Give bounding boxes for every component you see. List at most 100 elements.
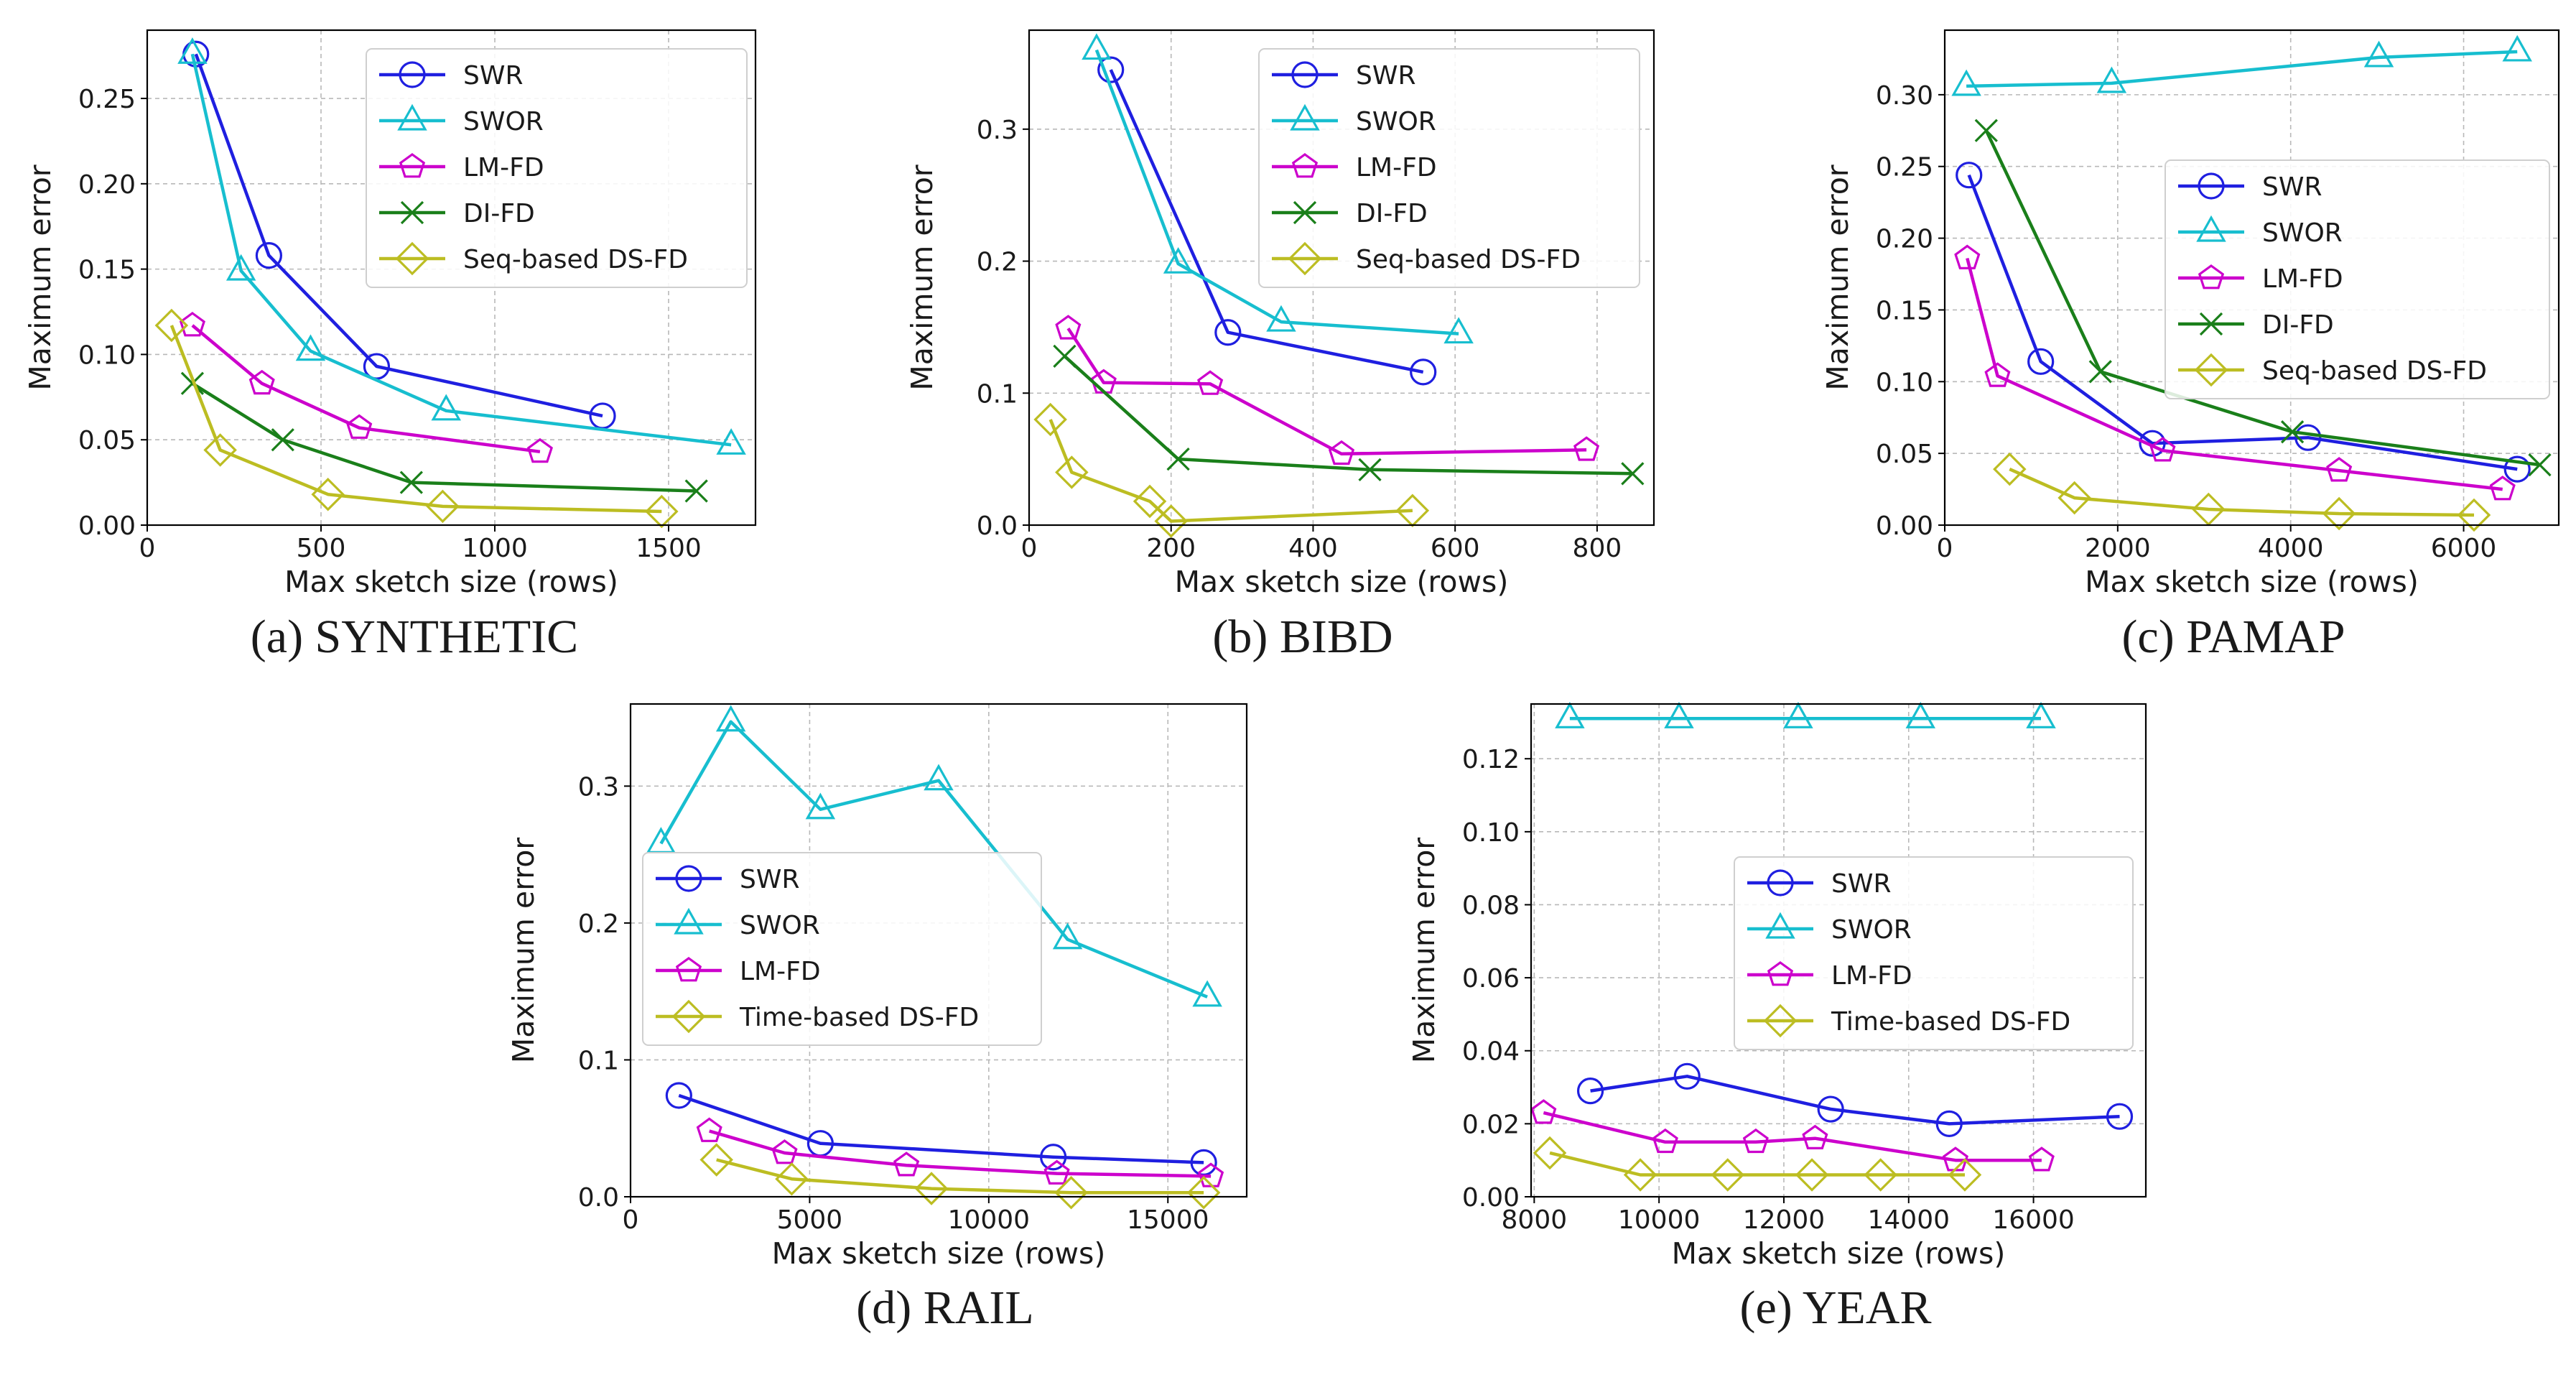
- series-line-time-based-ds-fd: [716, 1158, 1204, 1195]
- data-point-swor: [924, 764, 954, 791]
- y-tick-label: 0.10: [78, 340, 136, 370]
- data-point-seq-based-ds-fd: [1993, 452, 2027, 486]
- legend-label: SWOR: [2262, 218, 2343, 248]
- series-swor: [1555, 702, 2056, 728]
- legend-label: DI-FD: [2262, 310, 2334, 340]
- series-line-lm-fd: [1543, 1111, 2042, 1162]
- data-point-time-based-ds-fd: [1864, 1158, 1897, 1192]
- data-point-lm-fd: [771, 1139, 798, 1164]
- x-tick-label: 1000: [462, 534, 528, 563]
- data-point-swr: [1817, 1095, 1844, 1123]
- data-point-lm-fd: [526, 437, 553, 463]
- data-point-swor: [805, 792, 836, 820]
- x-tick-label: 6000: [2431, 534, 2497, 563]
- legend-marker: [1767, 869, 1794, 896]
- y-axis-label: Maximum error: [506, 838, 541, 1063]
- series-line-lm-fd: [191, 324, 541, 454]
- x-axis-label: Max sketch size (rows): [284, 565, 618, 599]
- data-point-di-fd: [1974, 119, 1998, 142]
- data-point-lm-fd: [2149, 437, 2176, 462]
- chart-panel-2: 0 200 400 600 800 0.0 0.1 0.2 0.3 SWR SWOR LM-FD DI-…: [905, 29, 1655, 663]
- x-tick-label: 4000: [2258, 534, 2324, 563]
- data-point-di-fd: [399, 471, 423, 494]
- data-point-swor: [431, 394, 461, 421]
- series-line-lm-fd: [1066, 327, 1587, 456]
- series-line-swr: [1590, 1075, 2120, 1126]
- data-point-lm-fd: [1043, 1159, 1070, 1185]
- y-tick-label: 0.25: [1876, 153, 1933, 182]
- y-tick-label: 0.05: [78, 426, 136, 455]
- data-point-swr: [1956, 162, 1983, 189]
- data-point-swor: [1951, 69, 1981, 96]
- data-point-lm-fd: [1652, 1128, 1678, 1154]
- data-point-seq-based-ds-fd: [203, 433, 237, 467]
- legend-label: Seq-based DS-FD: [2262, 356, 2487, 386]
- data-point-seq-based-ds-fd: [1055, 455, 1089, 489]
- y-tick-label: 0.0: [977, 511, 1018, 541]
- data-point-lm-fd: [1984, 362, 2011, 387]
- legend-marker: [2198, 172, 2225, 200]
- data-point-swr: [2294, 424, 2322, 451]
- panel-caption: (d) RAIL: [856, 1282, 1033, 1334]
- series-line-di-fd: [1063, 355, 1633, 476]
- data-point-swor: [1555, 702, 1585, 728]
- data-point-seq-based-ds-fd: [2057, 481, 2091, 515]
- x-tick-label: 0: [623, 1205, 639, 1235]
- series-swor: [177, 37, 746, 455]
- x-axis-label: Max sketch size (rows): [1175, 565, 1509, 599]
- data-point-di-fd: [1358, 458, 1382, 481]
- legend-marker: [2194, 353, 2228, 387]
- data-point-seq-based-ds-fd: [154, 308, 189, 343]
- legend-label: SWOR: [1831, 915, 1912, 945]
- legend-label: LM-FD: [1831, 961, 1912, 991]
- data-point-lm-fd: [346, 414, 373, 439]
- data-point-time-based-ds-fd: [1054, 1176, 1088, 1210]
- series-seq-based-ds-fd: [154, 308, 679, 529]
- series-seq-based-ds-fd: [1033, 402, 1430, 538]
- series-lm-fd: [696, 1117, 1224, 1187]
- data-point-time-based-ds-fd: [1948, 1158, 1982, 1192]
- legend: SWR SWOR LM-FD DI-FD Seq-based DS-FD: [1258, 48, 1640, 288]
- y-tick-label: 0.04: [1462, 1037, 1520, 1067]
- series-di-fd: [1053, 344, 1645, 486]
- series-di-fd: [180, 371, 708, 503]
- data-point-swr: [1935, 1110, 1963, 1137]
- data-point-swor: [715, 705, 746, 732]
- plot-frame: [1028, 29, 1655, 527]
- panel-caption: (e) YEAR: [1740, 1282, 1932, 1334]
- data-point-swor: [295, 334, 326, 361]
- series-line-lm-fd: [709, 1129, 1212, 1178]
- data-point-lm-fd: [1954, 244, 1981, 269]
- series-di-fd: [1974, 119, 2552, 477]
- x-tick-label: 10000: [1618, 1205, 1701, 1235]
- legend-marker: [1290, 103, 1320, 131]
- data-point-lm-fd: [1197, 370, 1224, 395]
- legend-label: Seq-based DS-FD: [1356, 245, 1581, 274]
- data-point-swor: [2502, 34, 2532, 62]
- x-axis-label: Max sketch size (rows): [2085, 565, 2419, 599]
- legend-box: [1258, 48, 1640, 288]
- x-axis-label: Max sketch size (rows): [772, 1236, 1106, 1271]
- y-tick-label: 0.05: [1876, 440, 1933, 469]
- y-tick-label: 0.25: [78, 85, 136, 114]
- legend-marker: [1291, 153, 1319, 178]
- data-point-di-fd: [1053, 344, 1077, 368]
- chart-panel-1: 0 500 1000 15000.000.050.100.150.200.25SWRS…: [23, 29, 757, 663]
- series-swr: [665, 1082, 1217, 1176]
- series-swr: [1956, 162, 2531, 483]
- x-axis-label: Max sketch size (rows): [1672, 1236, 2006, 1271]
- x-tick-label: 600: [1431, 534, 1480, 563]
- legend-marker: [1763, 1004, 1798, 1038]
- legend-box: [2165, 159, 2550, 399]
- legend-marker: [2198, 264, 2225, 289]
- data-point-lm-fd: [696, 1117, 722, 1142]
- legend-label: Time-based DS-FD: [1831, 1007, 2070, 1037]
- x-tick-label: 12000: [1743, 1205, 1826, 1235]
- y-tick-label: 0.12: [1462, 745, 1520, 774]
- legend-marker: [1288, 241, 1322, 276]
- x-tick-label: 0: [139, 534, 156, 563]
- data-point-lm-fd: [2028, 1146, 2055, 1172]
- data-point-seq-based-ds-fd: [426, 489, 460, 524]
- legend-marker: [2196, 215, 2226, 242]
- x-tick-label: 14000: [1868, 1205, 1950, 1235]
